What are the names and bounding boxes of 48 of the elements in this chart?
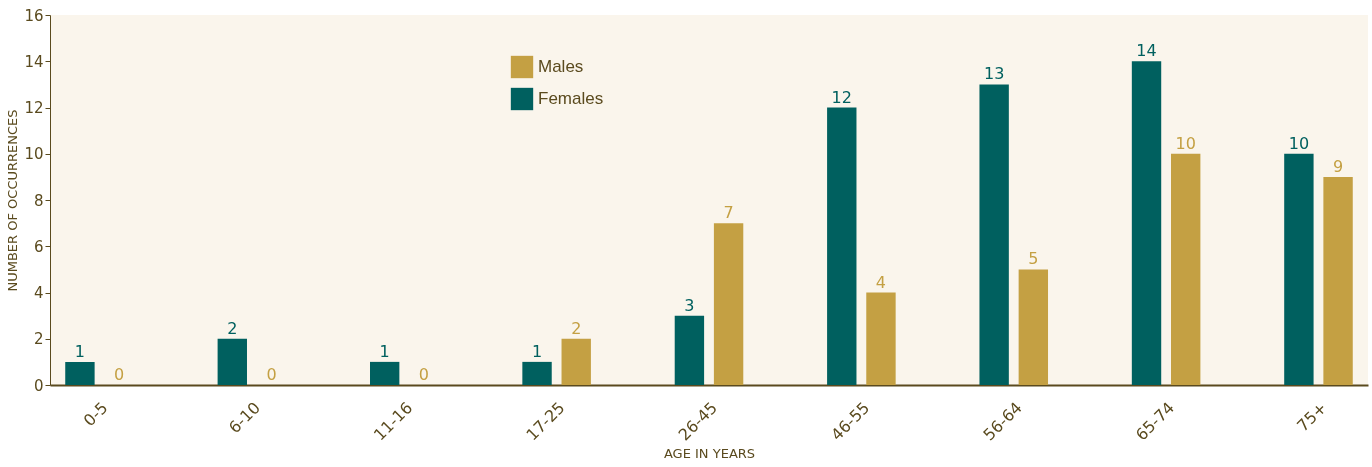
data-label: 7 [723,203,734,223]
x-tick-label: 0-5 [79,398,112,431]
data-label: 12 [831,87,852,107]
bar [1018,269,1049,385]
bar [827,107,857,385]
bar [674,315,705,385]
bar [1323,176,1353,385]
y-axis-title: NUMBER OF OCCURRENCES [5,109,21,292]
y-tick-label: 0 [33,376,44,395]
y-tick-label: 6 [33,237,44,256]
legend-label: Males [538,57,584,76]
data-label: 0 [266,365,277,384]
x-axis-title: AGE IN YEARS [663,445,756,461]
bar [65,361,95,385]
bar [522,361,552,385]
data-label: 1 [74,341,86,361]
y-tick-label: 10 [24,145,44,164]
legend-label: Females [538,89,604,108]
data-label: 9 [1332,156,1344,176]
bar [713,223,744,385]
y-tick-label: 12 [24,99,44,117]
data-label: 10 [1288,133,1310,153]
data-label: 0 [418,365,429,384]
bar [1284,153,1314,385]
data-label: 2 [571,318,582,338]
data-label: 0 [114,365,125,384]
bar [1131,61,1162,385]
bar [866,292,896,385]
data-label: 1 [531,341,543,361]
bar [979,84,1009,385]
data-label: 1 [379,341,390,361]
data-label: 3 [684,295,695,315]
data-label: 2 [227,318,238,338]
bar [1171,153,1201,385]
y-tick-label: 2 [33,330,44,349]
bar [561,338,591,385]
bar [217,338,247,385]
data-label: 5 [1028,249,1039,269]
data-label: 14 [1136,41,1157,61]
y-tick-label: 4 [33,284,44,302]
data-label: 13 [983,64,1005,84]
bar [369,361,400,385]
y-tick-label: 16 [24,6,44,25]
y-tick-label: 8 [33,191,44,210]
y-tick-label: 14 [24,52,44,71]
data-label: 10 [1175,133,1196,153]
data-label: 4 [875,272,887,292]
x-tick-label: 75+ [1293,398,1331,436]
